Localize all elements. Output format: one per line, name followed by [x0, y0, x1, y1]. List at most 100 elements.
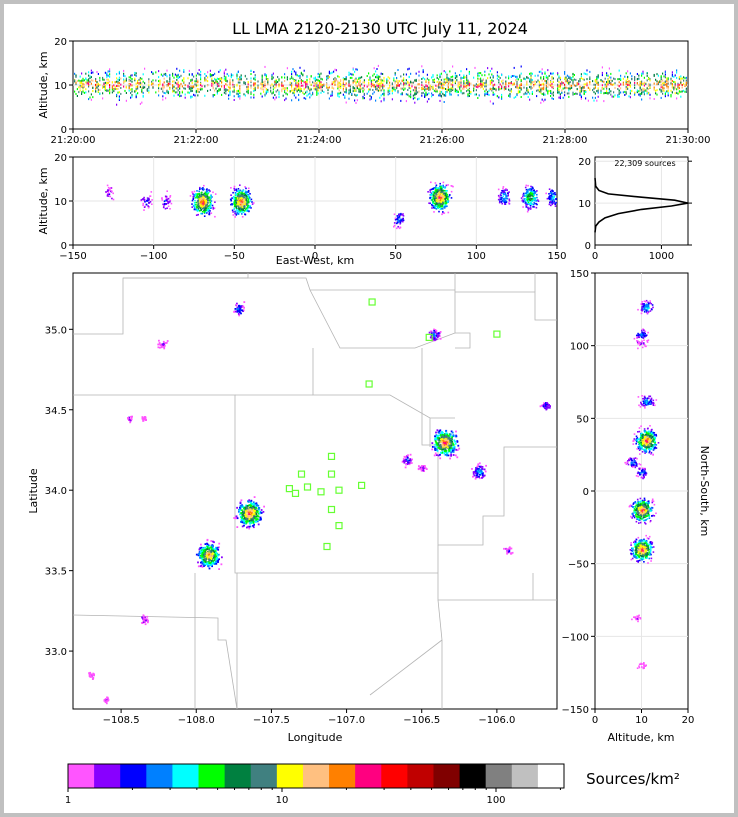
source-cell: [450, 454, 452, 457]
source-cell: [193, 204, 196, 206]
source-cell: [449, 439, 452, 441]
source-cell: [545, 84, 547, 87]
source-cell: [176, 87, 178, 90]
source-cell: [545, 80, 547, 83]
source-cell: [585, 97, 587, 100]
source-cell: [327, 75, 329, 77]
source-cell: [522, 206, 524, 208]
source-cell: [516, 86, 518, 89]
source-cell: [579, 87, 581, 90]
source-cell: [508, 75, 510, 78]
source-cell: [673, 75, 675, 78]
source-cell: [496, 74, 498, 77]
source-cell: [172, 90, 174, 93]
source-cell: [240, 202, 242, 205]
source-cell: [424, 87, 426, 90]
source-cell: [143, 209, 145, 211]
source-cell: [586, 78, 588, 81]
source-cell: [250, 207, 252, 209]
source-cell: [573, 93, 575, 95]
source-cell: [634, 84, 636, 87]
source-cell: [197, 204, 199, 206]
source-cell: [440, 432, 443, 435]
source-cell: [573, 78, 575, 81]
source-cell: [433, 328, 435, 331]
source-cell: [235, 310, 237, 313]
source-cell: [213, 207, 216, 209]
source-cell: [107, 192, 110, 194]
source-cell: [585, 72, 587, 75]
source-cell: [414, 96, 416, 99]
source-cell: [541, 83, 543, 86]
source-cell: [639, 82, 641, 85]
source-cell: [403, 88, 405, 91]
source-cell: [451, 431, 454, 434]
source-cell: [163, 77, 165, 80]
source-cell: [193, 202, 196, 204]
source-cell: [354, 93, 356, 96]
source-cell: [480, 470, 483, 473]
source-cell: [482, 472, 484, 474]
source-cell: [169, 208, 171, 210]
source-cell: [281, 84, 283, 87]
source-cell: [610, 83, 612, 86]
source-cell: [558, 89, 560, 91]
y-tick-label: 10: [54, 81, 67, 92]
source-cell: [338, 84, 340, 87]
source-cell: [408, 84, 410, 87]
source-cell: [684, 90, 686, 93]
source-cell: [163, 206, 165, 208]
source-cell: [383, 97, 385, 100]
source-cell: [326, 83, 328, 86]
source-cell: [531, 193, 533, 196]
source-cell: [482, 79, 484, 82]
source-cell: [377, 64, 379, 67]
source-cell: [548, 74, 550, 77]
source-cell: [328, 86, 330, 89]
source-cell: [529, 98, 531, 101]
source-cell: [261, 78, 263, 81]
source-cell: [387, 76, 389, 79]
source-cell: [492, 91, 494, 94]
source-cell: [240, 208, 242, 211]
source-cell: [109, 73, 111, 76]
source-cell: [320, 83, 322, 86]
source-cell: [662, 86, 664, 89]
source-cell: [109, 90, 111, 93]
source-cell: [317, 84, 319, 87]
source-cell: [454, 72, 456, 75]
source-cell: [144, 201, 146, 203]
source-cell: [531, 200, 533, 202]
source-cell: [445, 438, 447, 440]
source-cell: [240, 192, 242, 195]
source-cell: [429, 330, 432, 333]
source-cell: [428, 88, 430, 91]
source-cell: [236, 90, 238, 93]
source-cell: [263, 81, 265, 84]
source-cell: [445, 435, 447, 438]
source-cell: [437, 332, 440, 335]
source-cell: [643, 84, 645, 87]
source-cell: [488, 89, 490, 92]
source-cell: [403, 73, 405, 76]
source-cell: [438, 205, 440, 207]
source-cell: [435, 442, 438, 445]
source-cell: [666, 90, 668, 93]
source-cell: [236, 212, 238, 214]
source-cell: [383, 99, 385, 102]
source-cell: [440, 435, 442, 437]
source-cell: [356, 68, 358, 71]
source-cell: [284, 73, 286, 76]
source-cell: [568, 95, 570, 98]
source-cell: [505, 194, 507, 196]
source-cell: [641, 74, 643, 77]
source-cell: [475, 472, 477, 474]
source-cell: [382, 79, 384, 82]
source-cell: [425, 468, 428, 470]
source-cell: [443, 189, 446, 192]
source-cell: [454, 80, 456, 83]
source-cell: [497, 194, 500, 197]
source-cell: [580, 87, 582, 90]
source-cell: [221, 77, 223, 80]
source-cell: [292, 68, 294, 71]
